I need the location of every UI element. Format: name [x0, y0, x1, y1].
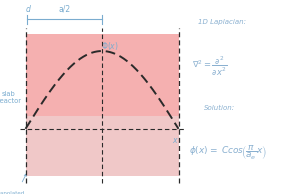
- Text: $\nabla^2 = \dfrac{\partial^2}{\partial x^2}$: $\nabla^2 = \dfrac{\partial^2}{\partial …: [192, 54, 228, 78]
- Text: $\Phi(x)$: $\Phi(x)$: [100, 40, 118, 52]
- Text: 1D Laplacian:: 1D Laplacian:: [198, 19, 246, 25]
- Bar: [26, 116, 178, 176]
- Text: x: x: [172, 136, 176, 145]
- Text: Solution:: Solution:: [204, 105, 235, 111]
- Text: slab
reactor: slab reactor: [0, 90, 21, 104]
- Text: $\phi(x) = \ Ccos\!\left(\dfrac{\pi}{a_e}x\right)$: $\phi(x) = \ Ccos\!\left(\dfrac{\pi}{a_e…: [189, 144, 267, 162]
- Text: extrapolated
boundary: extrapolated boundary: [0, 191, 25, 194]
- Text: a/2: a/2: [58, 5, 70, 14]
- Text: d: d: [26, 5, 30, 14]
- Bar: [26, 34, 178, 176]
